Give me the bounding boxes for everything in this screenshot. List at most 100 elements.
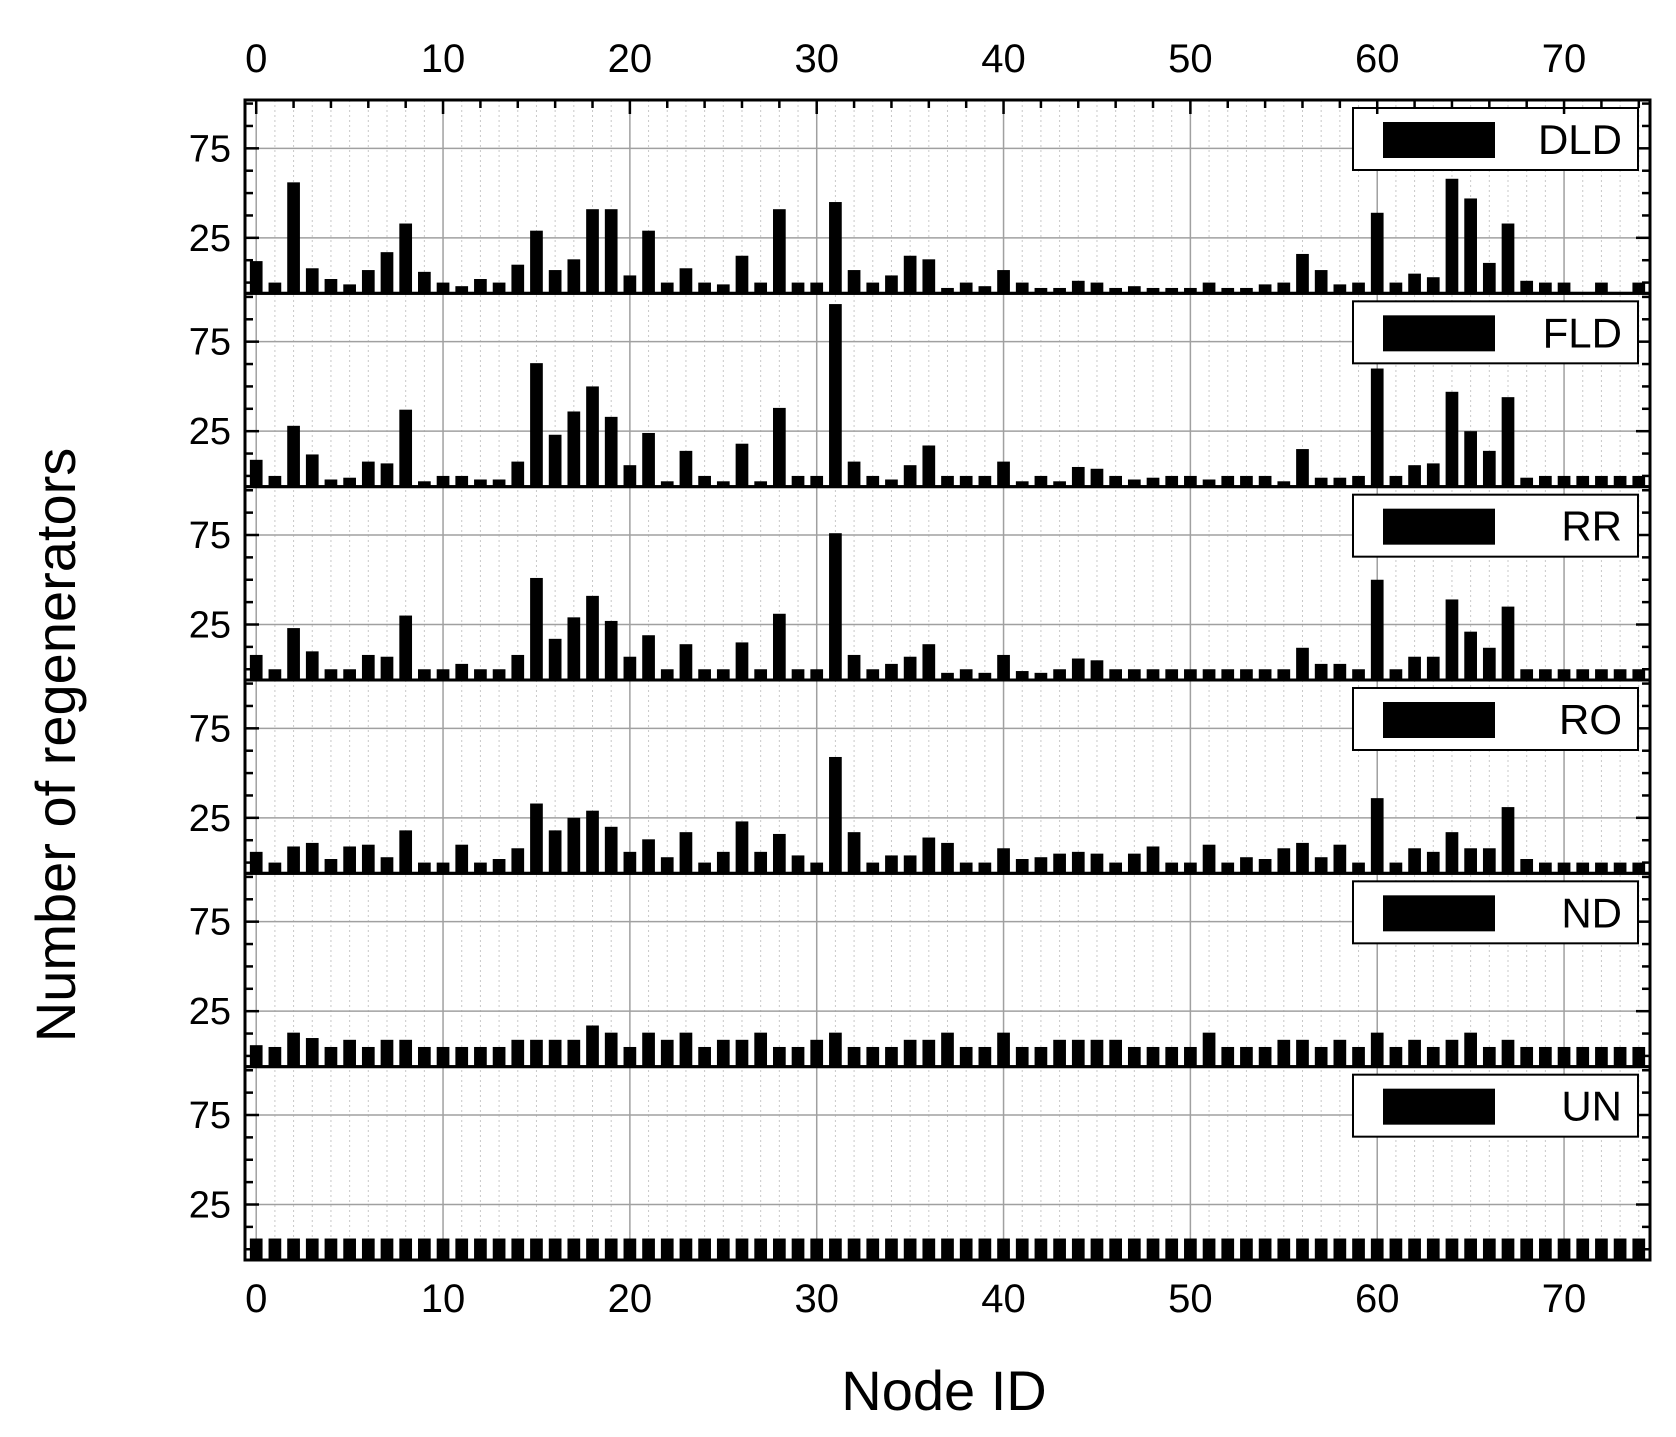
x-axis-title: Node ID (841, 1359, 1046, 1422)
bar (455, 475, 469, 487)
x-tick-label-top: 40 (981, 37, 1026, 81)
x-tick-label: 40 (981, 1277, 1026, 1321)
bar (1184, 1046, 1197, 1067)
bar (1127, 669, 1141, 680)
bar (829, 202, 842, 294)
bar (492, 1238, 506, 1260)
bar (1426, 463, 1440, 487)
bar (1296, 1039, 1309, 1067)
bar (1501, 807, 1515, 874)
bar (1165, 287, 1179, 294)
bar (1314, 270, 1328, 294)
bar (866, 1046, 880, 1067)
bar (380, 1039, 394, 1067)
bar (959, 282, 973, 294)
bar (1464, 1238, 1477, 1260)
bar (474, 1046, 487, 1067)
bar (1202, 1032, 1216, 1067)
bar (1184, 862, 1197, 874)
bar (791, 282, 805, 294)
bar (1015, 1238, 1029, 1260)
bar (847, 654, 861, 680)
bar (772, 1046, 786, 1067)
bar (1539, 862, 1552, 874)
bar (829, 533, 842, 680)
legend-swatch (1383, 702, 1495, 738)
bar (642, 1238, 655, 1260)
bar (548, 830, 562, 874)
bar (1352, 669, 1365, 680)
x-tick-label-top: 70 (1542, 37, 1587, 81)
bar (530, 363, 543, 487)
bar (1034, 672, 1048, 680)
bar (305, 651, 319, 680)
bar (660, 282, 674, 294)
bar (567, 411, 581, 487)
bar (249, 261, 263, 294)
bar (1127, 853, 1141, 874)
bar (1352, 282, 1365, 294)
bar (1501, 1238, 1515, 1260)
bar (474, 479, 487, 487)
bar (1034, 857, 1048, 874)
bar (567, 1238, 581, 1260)
bar (716, 1238, 730, 1260)
bar (1296, 253, 1309, 294)
bar (1370, 212, 1384, 294)
bar (287, 182, 300, 294)
bar (698, 862, 711, 874)
bar (1557, 862, 1571, 874)
bar (586, 386, 599, 487)
bar (1520, 859, 1534, 874)
bar (1314, 477, 1328, 487)
bar (1090, 853, 1104, 874)
legend-label: FLD (1543, 309, 1622, 356)
bar (1333, 663, 1347, 680)
panel-frame (243, 1065, 1652, 1262)
bar (1071, 658, 1085, 680)
bar (343, 669, 356, 680)
bar (1595, 1238, 1608, 1260)
bar (623, 656, 637, 680)
bar (324, 479, 338, 487)
bar (1221, 1238, 1235, 1260)
bar (754, 1032, 768, 1067)
x-tick-label-top: 30 (794, 37, 839, 81)
bar (1576, 1046, 1590, 1067)
bar (698, 1238, 711, 1260)
bar (492, 669, 506, 680)
bar (305, 842, 319, 874)
bar (361, 1238, 375, 1260)
bar (399, 830, 413, 874)
bar (1445, 1238, 1459, 1260)
bar (492, 859, 506, 874)
bar (1576, 1238, 1590, 1260)
bar (679, 644, 693, 680)
bar (978, 475, 992, 487)
y-tick-label: 75 (189, 708, 231, 750)
bar (1613, 1238, 1627, 1260)
bar (1109, 1238, 1123, 1260)
bar (1053, 1238, 1066, 1260)
bar (866, 1238, 880, 1260)
bar (1277, 282, 1291, 294)
bar (474, 862, 487, 874)
bar (1632, 282, 1646, 294)
bar (249, 654, 263, 680)
bar (1352, 862, 1365, 874)
bar (903, 465, 917, 487)
bar (1071, 466, 1085, 487)
bar (1090, 468, 1104, 487)
bar (1613, 1046, 1627, 1067)
bar (418, 669, 431, 680)
bar (1184, 287, 1197, 294)
bar (324, 859, 338, 874)
bar (1576, 669, 1590, 680)
bar (1146, 477, 1160, 487)
bar (474, 1238, 487, 1260)
bar (754, 851, 768, 874)
bar (623, 465, 637, 487)
bar (1221, 287, 1235, 294)
bar (1333, 477, 1347, 487)
bar (1595, 282, 1608, 294)
